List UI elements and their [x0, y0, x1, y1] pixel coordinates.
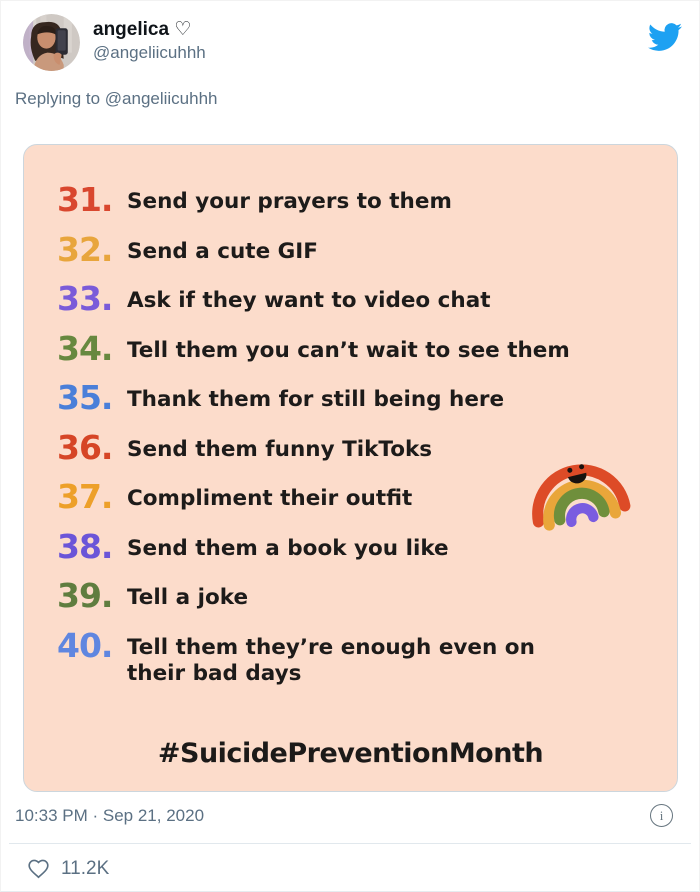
hashtag-text: #SuicidePreventionMonth — [157, 738, 544, 769]
list-item-number: 31. — [57, 180, 113, 219]
list-item-text: Send your prayers to them — [127, 189, 452, 214]
list-item-text: Compliment their outfit — [127, 486, 413, 511]
heart-icon[interactable] — [27, 857, 50, 880]
list-item-text: Tell them they’re enough even on their b… — [127, 634, 535, 687]
list-item: 32. Send a cute GIF — [57, 233, 677, 283]
info-icon[interactable]: i — [650, 804, 673, 827]
twitter-bird-icon[interactable] — [648, 20, 682, 54]
avatar-image — [23, 14, 80, 71]
list-item: 36. Send them funny TikToks — [57, 431, 677, 481]
timestamp-row: 10:33 PM · Sep 21, 2020 i — [15, 804, 673, 827]
user-handle[interactable]: @angeliicuhhh — [93, 42, 206, 62]
like-count: 11.2K — [61, 857, 110, 879]
list-item-number: 37. — [57, 477, 113, 516]
checklist: 31. Send your prayers to them 32. Send a cu… — [24, 145, 677, 688]
list-item-number: 38. — [57, 526, 113, 566]
list-item: 37. Compliment their outfit — [57, 480, 677, 530]
list-item-text: Tell a joke — [127, 585, 249, 610]
divider — [9, 843, 691, 844]
list-item-number: 35. — [57, 378, 113, 417]
list-item-text: Send them a book you like — [127, 535, 449, 561]
list-item-text: Ask if they want to video chat — [127, 288, 491, 313]
list-item: 40. Tell them they’re enough even on thei… — [57, 629, 677, 689]
list-item: 31. Send your prayers to them — [57, 183, 677, 233]
list-item: 38. Send them a book you like — [57, 530, 677, 580]
list-item-number: 34. — [57, 328, 113, 368]
list-item: 39. Tell a joke — [57, 579, 677, 629]
tweet-header: angelica ♡ @angeliicuhhh Replying to @an… — [1, 1, 699, 109]
list-item-number: 39. — [57, 576, 113, 615]
list-item-text: Tell them you can’t wait to see them — [127, 337, 570, 363]
list-item-text: Send a cute GIF — [127, 238, 318, 264]
list-item: 34. Tell them you can’t wait to see them — [57, 332, 677, 382]
avatar[interactable] — [23, 14, 80, 71]
list-item-text: Thank them for still being here — [127, 387, 505, 412]
list-item-number: 40. — [57, 625, 113, 665]
rainbow-illustration — [532, 464, 631, 531]
list-item-number: 36. — [57, 427, 113, 467]
list-item: 35. Thank them for still being here — [57, 381, 677, 431]
like-button[interactable]: 11.2K — [27, 857, 109, 880]
list-item-number: 33. — [57, 279, 113, 318]
list-item-number: 32. — [57, 229, 113, 269]
timestamp[interactable]: 10:33 PM · Sep 21, 2020 — [15, 805, 205, 825]
display-name[interactable]: angelica ♡ — [93, 19, 192, 40]
tweet-image-card[interactable]: 31. Send your prayers to them 32. Send a cu… — [23, 144, 678, 792]
list-item: 33. Ask if they want to video chat — [57, 282, 677, 332]
name-block: angelica ♡ @angeliicuhhh — [93, 14, 206, 65]
replying-to-line[interactable]: Replying to @angeliicuhhh — [15, 89, 218, 108]
list-item-text: Send them funny TikToks — [127, 436, 433, 462]
